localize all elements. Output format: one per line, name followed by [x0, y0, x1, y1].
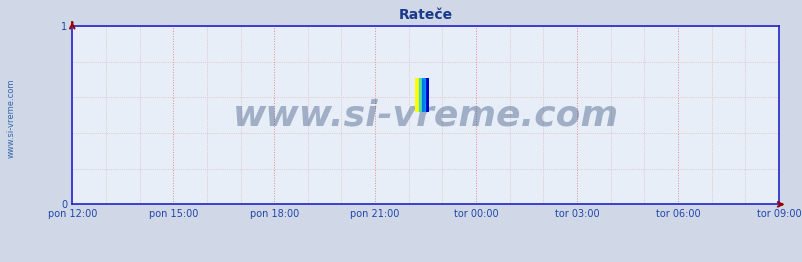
Text: www.si-vreme.com: www.si-vreme.com: [233, 98, 618, 132]
Polygon shape: [415, 78, 422, 112]
Polygon shape: [419, 78, 424, 112]
Title: Rateče: Rateče: [398, 8, 452, 22]
Polygon shape: [422, 78, 429, 112]
Text: www.si-vreme.com: www.si-vreme.com: [6, 78, 15, 158]
